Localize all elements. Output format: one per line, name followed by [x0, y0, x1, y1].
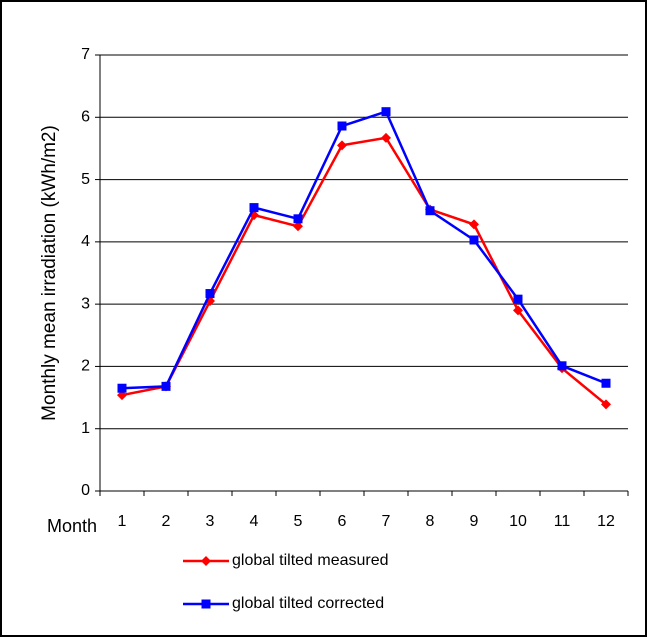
y-tick-label: 3 [81, 295, 90, 312]
data-point [337, 121, 347, 131]
data-point [601, 378, 611, 388]
x-tick-label: 2 [162, 513, 171, 530]
x-tick-label: 9 [470, 513, 479, 530]
data-point [293, 221, 303, 232]
x-tick-label: 6 [338, 513, 347, 530]
series-line [121, 136, 607, 406]
x-tick-label: 8 [426, 513, 435, 530]
data-point [117, 383, 127, 393]
x-tick-label: 12 [597, 513, 615, 530]
x-tick-label: 5 [294, 513, 303, 530]
data-point [513, 305, 523, 316]
x-tick-label: 7 [382, 513, 391, 530]
data-point [469, 219, 479, 230]
data-point [425, 206, 435, 216]
series-line [121, 110, 607, 390]
y-tick-label: 0 [81, 482, 90, 499]
data-point [205, 289, 215, 299]
data-point [513, 294, 523, 304]
y-tick-label: 5 [81, 171, 90, 188]
y-tick-label: 6 [81, 109, 90, 126]
data-point [161, 381, 171, 391]
legend-label: global tilted measured [232, 552, 389, 569]
data-point [337, 140, 347, 151]
y-tick-label: 1 [81, 420, 90, 437]
legend-marker [201, 599, 211, 609]
y-axis-label: Monthly mean irradiation (kWh/m2) [39, 125, 60, 421]
x-tick-label: 4 [250, 513, 259, 530]
data-point [381, 132, 391, 143]
data-point [601, 399, 611, 410]
data-point [469, 235, 479, 245]
data-point [293, 214, 303, 224]
data-point [557, 361, 567, 371]
legend-label: global tilted corrected [232, 595, 384, 612]
y-tick-label: 7 [81, 46, 90, 63]
y-tick-label: 4 [81, 233, 90, 250]
x-tick-label: 3 [206, 513, 215, 530]
y-tick-label: 2 [81, 358, 90, 375]
data-point [381, 107, 391, 117]
data-point [249, 203, 259, 213]
x-tick-label: 1 [118, 513, 127, 530]
x-tick-label: 11 [554, 513, 571, 530]
legend-marker [201, 556, 211, 566]
x-axis-label: Month [47, 516, 97, 536]
x-tick-label: 10 [509, 513, 527, 530]
